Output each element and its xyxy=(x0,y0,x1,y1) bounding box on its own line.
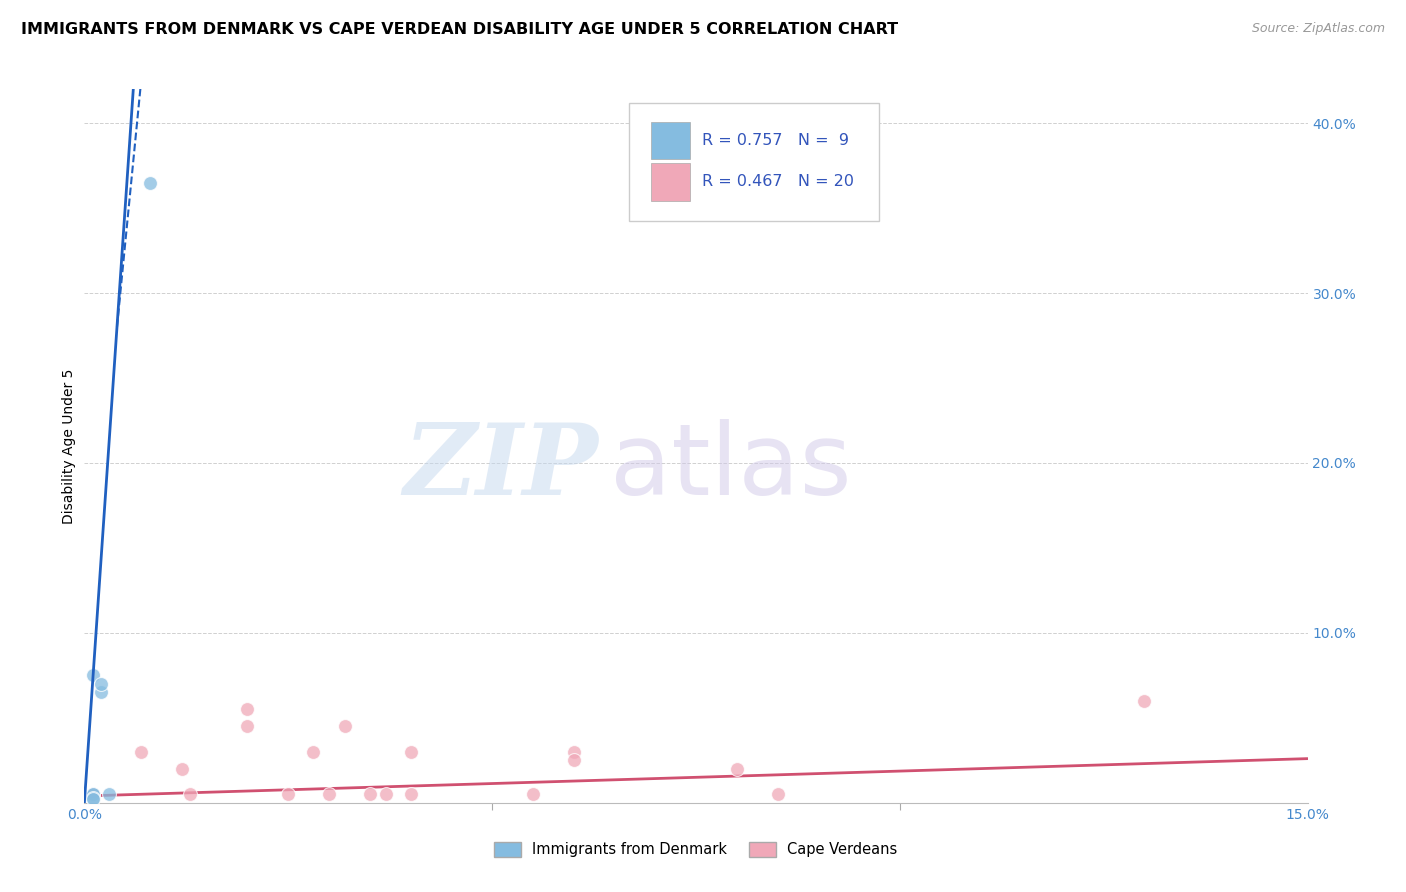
Point xyxy=(277,787,299,801)
Point xyxy=(138,176,160,190)
Point xyxy=(1133,694,1156,708)
Point xyxy=(318,787,340,801)
Point xyxy=(335,719,357,733)
Text: IMMIGRANTS FROM DENMARK VS CAPE VERDEAN DISABILITY AGE UNDER 5 CORRELATION CHART: IMMIGRANTS FROM DENMARK VS CAPE VERDEAN … xyxy=(21,22,898,37)
Y-axis label: Disability Age Under 5: Disability Age Under 5 xyxy=(62,368,76,524)
Point xyxy=(766,787,789,801)
Point xyxy=(359,787,381,801)
Point xyxy=(725,762,748,776)
Point xyxy=(82,787,104,801)
Text: atlas: atlas xyxy=(610,419,852,516)
Point xyxy=(131,745,153,759)
Point xyxy=(82,792,104,806)
Text: R = 0.757   N =  9: R = 0.757 N = 9 xyxy=(702,133,849,148)
Point xyxy=(522,787,544,801)
Point xyxy=(399,745,422,759)
Point xyxy=(97,787,120,801)
FancyBboxPatch shape xyxy=(651,163,690,201)
FancyBboxPatch shape xyxy=(628,103,880,221)
Point xyxy=(90,685,112,699)
Text: R = 0.467   N = 20: R = 0.467 N = 20 xyxy=(702,175,853,189)
Point xyxy=(90,677,112,691)
Point xyxy=(236,702,259,716)
FancyBboxPatch shape xyxy=(651,122,690,159)
Point xyxy=(301,745,323,759)
Point xyxy=(179,787,201,801)
Point xyxy=(236,719,259,733)
Text: Source: ZipAtlas.com: Source: ZipAtlas.com xyxy=(1251,22,1385,36)
Point xyxy=(562,753,585,767)
Point xyxy=(82,787,104,801)
Point xyxy=(82,790,104,805)
Point xyxy=(172,762,194,776)
Point xyxy=(562,745,585,759)
Legend: Immigrants from Denmark, Cape Verdeans: Immigrants from Denmark, Cape Verdeans xyxy=(489,836,903,863)
Point xyxy=(375,787,398,801)
Point xyxy=(82,787,104,801)
Text: ZIP: ZIP xyxy=(404,419,598,516)
Point xyxy=(82,668,104,682)
Point xyxy=(399,787,422,801)
